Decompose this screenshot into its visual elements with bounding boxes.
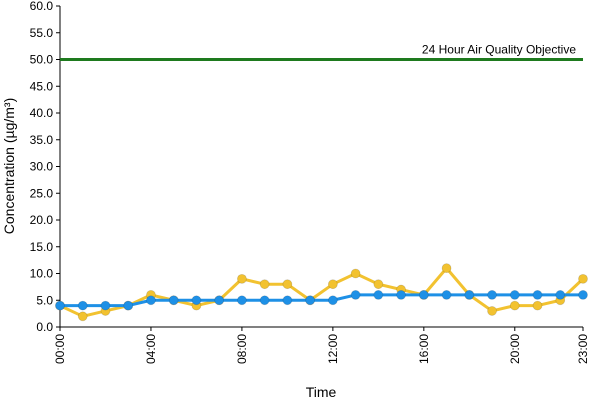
data-point — [123, 300, 134, 311]
y-tick-label: 60.0 — [30, 0, 54, 13]
data-point — [532, 289, 543, 300]
data-point — [487, 306, 497, 316]
data-point — [327, 295, 338, 306]
y-tick-label: 55.0 — [30, 26, 54, 40]
data-point — [578, 289, 588, 300]
y-axis-title: Concentration (µg/m³) — [1, 98, 17, 234]
y-tick-label: 35.0 — [30, 133, 54, 147]
data-point — [100, 300, 111, 311]
data-point — [418, 289, 429, 300]
data-point — [373, 279, 384, 290]
data-point — [55, 300, 65, 311]
x-ticks: 00:00 04:00 08:00 12:00 16:00 20:00 23:00 — [53, 327, 590, 364]
data-point — [77, 300, 88, 311]
data-point — [259, 295, 270, 306]
x-tick-label: 20:00 — [508, 334, 522, 364]
data-point — [509, 300, 520, 311]
data-point — [237, 273, 247, 284]
data-point — [259, 279, 270, 290]
data-point — [578, 273, 588, 284]
y-tick-label: 45.0 — [30, 79, 54, 93]
y-tick-label: 15.0 — [30, 240, 54, 254]
data-point — [327, 279, 338, 290]
y-tick-label: 40.0 — [30, 106, 54, 120]
y-tick-label: 10.0 — [30, 267, 54, 281]
x-tick-label: 23:00 — [576, 334, 590, 364]
x-axis-title: Time — [306, 384, 337, 400]
reference-line-group: 24 Hour Air Quality Objective — [60, 43, 583, 61]
data-point — [191, 295, 202, 306]
series-line — [59, 266, 585, 318]
data-point — [464, 289, 475, 300]
series-1 — [55, 263, 588, 322]
y-tick-label: 20.0 — [30, 213, 54, 227]
x-tick-label: 08:00 — [235, 334, 249, 364]
y-tick-label: 0.0 — [36, 320, 53, 334]
data-point — [350, 289, 361, 300]
data-point — [509, 289, 520, 300]
series-group — [55, 263, 588, 322]
data-point — [168, 295, 179, 306]
data-point — [396, 289, 406, 300]
y-tick-label: 50.0 — [30, 53, 54, 67]
data-point — [532, 300, 543, 311]
x-tick-label: 00:00 — [53, 334, 67, 364]
x-tick-label: 16:00 — [417, 334, 431, 364]
data-point — [487, 289, 497, 300]
x-tick-label: 04:00 — [144, 334, 158, 364]
data-point — [555, 289, 566, 300]
data-point — [373, 289, 384, 300]
data-point — [441, 263, 452, 274]
data-point — [214, 295, 225, 306]
y-tick-label: 5.0 — [36, 293, 53, 307]
reference-line-label: 24 Hour Air Quality Objective — [422, 43, 576, 57]
data-point — [77, 311, 88, 322]
y-tick-label: 25.0 — [30, 186, 54, 200]
data-point — [305, 295, 316, 306]
x-tick-label: 12:00 — [326, 334, 340, 364]
data-point — [146, 295, 156, 306]
data-point — [237, 295, 247, 306]
y-tick-label: 30.0 — [30, 160, 54, 174]
data-point — [282, 295, 293, 306]
y-ticks: 0.0 5.0 10.0 15.0 20.0 25.0 30.0 35.0 40.0 45.0 50… — [30, 0, 60, 334]
data-point — [282, 279, 293, 290]
data-point — [441, 289, 452, 300]
data-point — [350, 268, 361, 279]
series-2 — [55, 289, 588, 311]
